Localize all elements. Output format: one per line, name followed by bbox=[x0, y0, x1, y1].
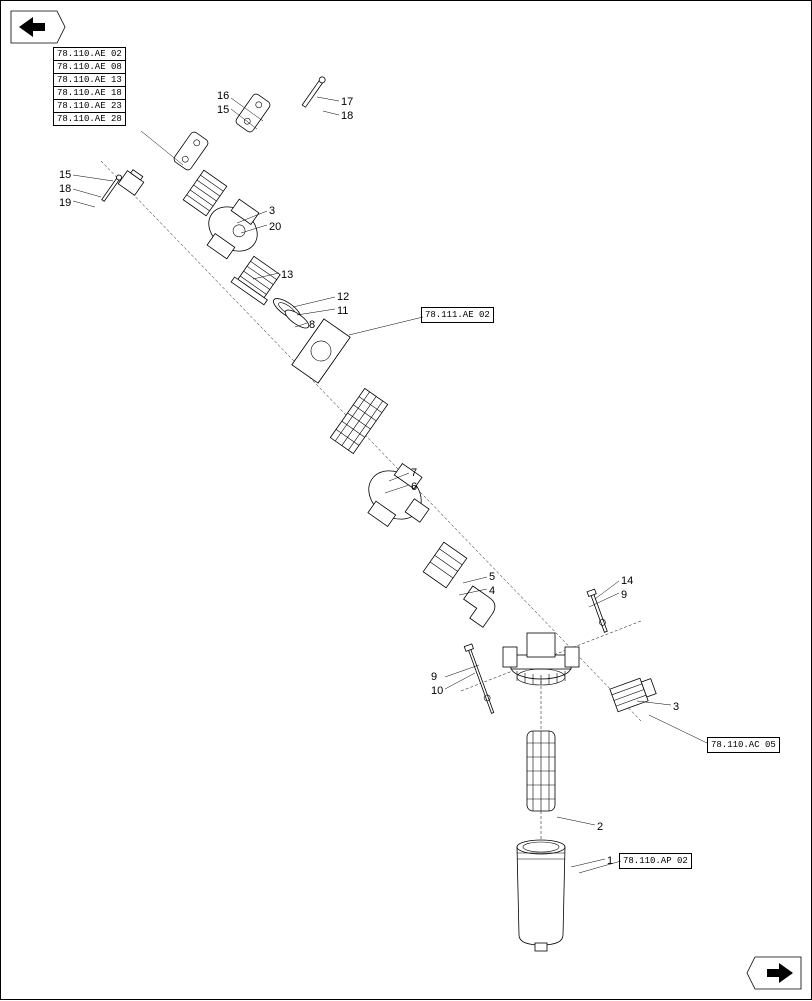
part-pin bbox=[101, 174, 123, 202]
part-bracket bbox=[172, 131, 209, 172]
callout: 17 bbox=[341, 96, 353, 108]
part-nipple bbox=[423, 542, 467, 588]
part-pin bbox=[301, 76, 326, 108]
exploded-view-drawing bbox=[1, 1, 812, 1001]
callout: 16 bbox=[217, 90, 229, 102]
callout: 20 bbox=[269, 221, 281, 233]
part-small-fitting bbox=[118, 167, 146, 195]
callout: 9 bbox=[621, 589, 627, 601]
callout: 7 bbox=[411, 467, 417, 479]
part-lower-valve bbox=[355, 454, 442, 540]
callout: 2 bbox=[597, 821, 603, 833]
part-bracket bbox=[234, 93, 271, 134]
part-sight-tube bbox=[292, 319, 350, 383]
callout: 12 bbox=[337, 291, 349, 303]
part-bolt bbox=[587, 589, 610, 633]
callout: 15 bbox=[59, 169, 71, 181]
callout: 3 bbox=[673, 701, 679, 713]
callout: 15 bbox=[217, 104, 229, 116]
callout: 8 bbox=[309, 319, 315, 331]
callout: 13 bbox=[281, 269, 293, 281]
callout: 18 bbox=[59, 183, 71, 195]
part-collar bbox=[231, 254, 283, 305]
diagram-page: 78.110.AE 02 78.110.AE 08 78.110.AE 13 7… bbox=[0, 0, 812, 1000]
part-strainer bbox=[527, 731, 555, 811]
callout: 1 bbox=[607, 855, 613, 867]
callout: 6 bbox=[411, 481, 417, 493]
callout: 19 bbox=[59, 197, 71, 209]
callout: 10 bbox=[431, 685, 443, 697]
callout: 5 bbox=[489, 571, 495, 583]
callout: 9 bbox=[431, 671, 437, 683]
part-filter-head bbox=[503, 633, 579, 685]
part-cage bbox=[330, 388, 387, 453]
callout: 3 bbox=[269, 205, 275, 217]
callout: 11 bbox=[337, 305, 348, 317]
callout: 18 bbox=[341, 110, 353, 122]
callout: 14 bbox=[621, 575, 633, 587]
callout: 4 bbox=[489, 585, 495, 597]
part-filter-bowl bbox=[517, 840, 565, 951]
part-quick-coupling bbox=[610, 675, 658, 712]
